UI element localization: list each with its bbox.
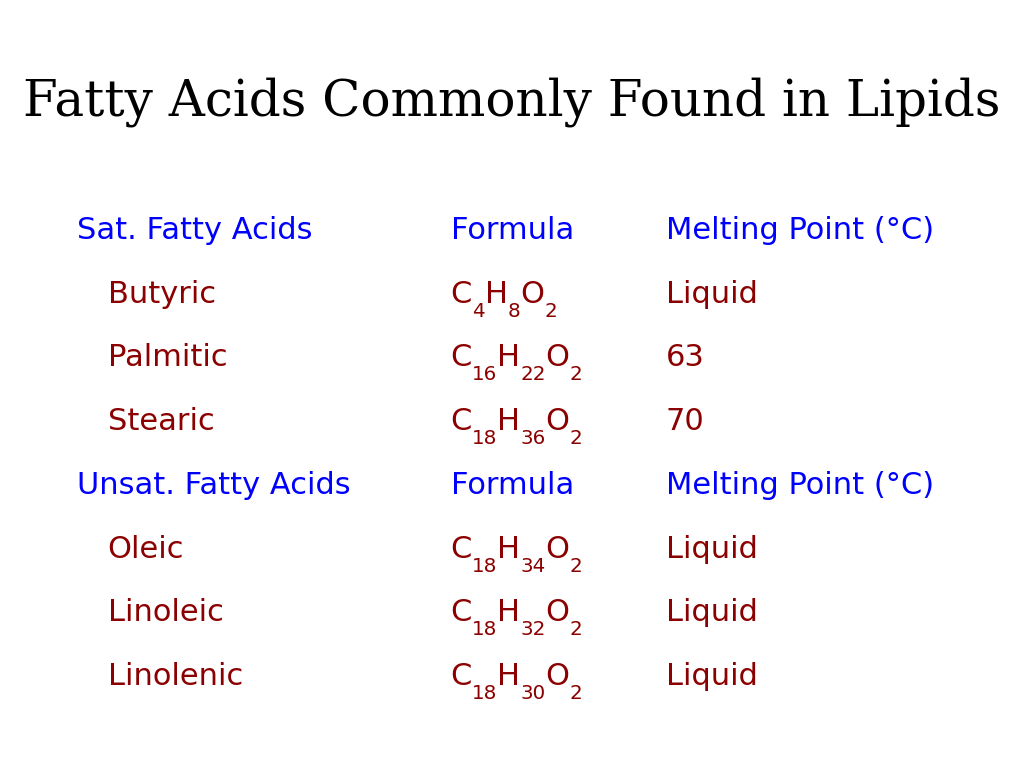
Text: 70: 70 — [666, 407, 705, 436]
Text: H: H — [498, 407, 520, 436]
Text: 30: 30 — [520, 684, 546, 703]
Text: Liquid: Liquid — [666, 535, 758, 564]
Text: Melting Point (°C): Melting Point (°C) — [666, 216, 934, 245]
Text: C: C — [451, 598, 472, 627]
Text: Liquid: Liquid — [666, 280, 758, 309]
Text: Liquid: Liquid — [666, 662, 758, 691]
Text: Sat. Fatty Acids: Sat. Fatty Acids — [77, 216, 312, 245]
Text: C: C — [451, 280, 472, 309]
Text: Melting Point (°C): Melting Point (°C) — [666, 471, 934, 500]
Text: Oleic: Oleic — [108, 535, 184, 564]
Text: O: O — [546, 535, 569, 564]
Text: 63: 63 — [666, 343, 705, 372]
Text: Liquid: Liquid — [666, 598, 758, 627]
Text: 2: 2 — [569, 557, 583, 575]
Text: H: H — [484, 280, 508, 309]
Text: 2: 2 — [545, 302, 557, 320]
Text: Linoleic: Linoleic — [108, 598, 223, 627]
Text: 16: 16 — [472, 366, 498, 384]
Text: Butyric: Butyric — [108, 280, 216, 309]
Text: O: O — [546, 343, 569, 372]
Text: H: H — [498, 598, 520, 627]
Text: 18: 18 — [472, 684, 498, 703]
Text: Stearic: Stearic — [108, 407, 214, 436]
Text: Formula: Formula — [451, 216, 573, 245]
Text: 34: 34 — [520, 557, 546, 575]
Text: Linolenic: Linolenic — [108, 662, 243, 691]
Text: 4: 4 — [472, 302, 484, 320]
Text: C: C — [451, 535, 472, 564]
Text: 18: 18 — [472, 557, 498, 575]
Text: 32: 32 — [520, 621, 546, 639]
Text: H: H — [498, 343, 520, 372]
Text: Unsat. Fatty Acids: Unsat. Fatty Acids — [77, 471, 350, 500]
Text: 2: 2 — [569, 684, 583, 703]
Text: C: C — [451, 407, 472, 436]
Text: O: O — [546, 598, 569, 627]
Text: Palmitic: Palmitic — [108, 343, 227, 372]
Text: Formula: Formula — [451, 471, 573, 500]
Text: H: H — [498, 535, 520, 564]
Text: 2: 2 — [569, 429, 583, 448]
Text: 22: 22 — [520, 366, 546, 384]
Text: O: O — [546, 407, 569, 436]
Text: 2: 2 — [569, 621, 583, 639]
Text: 36: 36 — [520, 429, 546, 448]
Text: O: O — [546, 662, 569, 691]
Text: O: O — [520, 280, 545, 309]
Text: H: H — [498, 662, 520, 691]
Text: 8: 8 — [508, 302, 520, 320]
Text: C: C — [451, 662, 472, 691]
Text: 18: 18 — [472, 621, 498, 639]
Text: 18: 18 — [472, 429, 498, 448]
Text: Fatty Acids Commonly Found in Lipids: Fatty Acids Commonly Found in Lipids — [24, 77, 1000, 127]
Text: C: C — [451, 343, 472, 372]
Text: 2: 2 — [569, 366, 583, 384]
